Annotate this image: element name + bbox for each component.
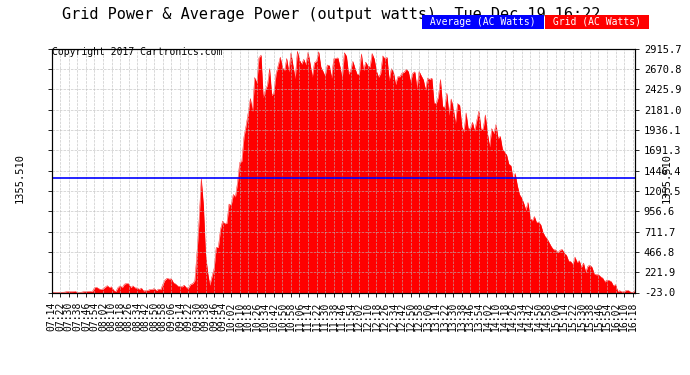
Text: 1355.510: 1355.510 xyxy=(662,153,672,203)
Text: 1355.510: 1355.510 xyxy=(14,153,25,203)
Text: Average (AC Watts): Average (AC Watts) xyxy=(424,17,542,27)
Text: Copyright 2017 Cartronics.com: Copyright 2017 Cartronics.com xyxy=(52,47,222,57)
Text: Grid (AC Watts): Grid (AC Watts) xyxy=(547,17,647,27)
Text: Grid Power & Average Power (output watts)  Tue Dec 19 16:22: Grid Power & Average Power (output watts… xyxy=(62,8,600,22)
